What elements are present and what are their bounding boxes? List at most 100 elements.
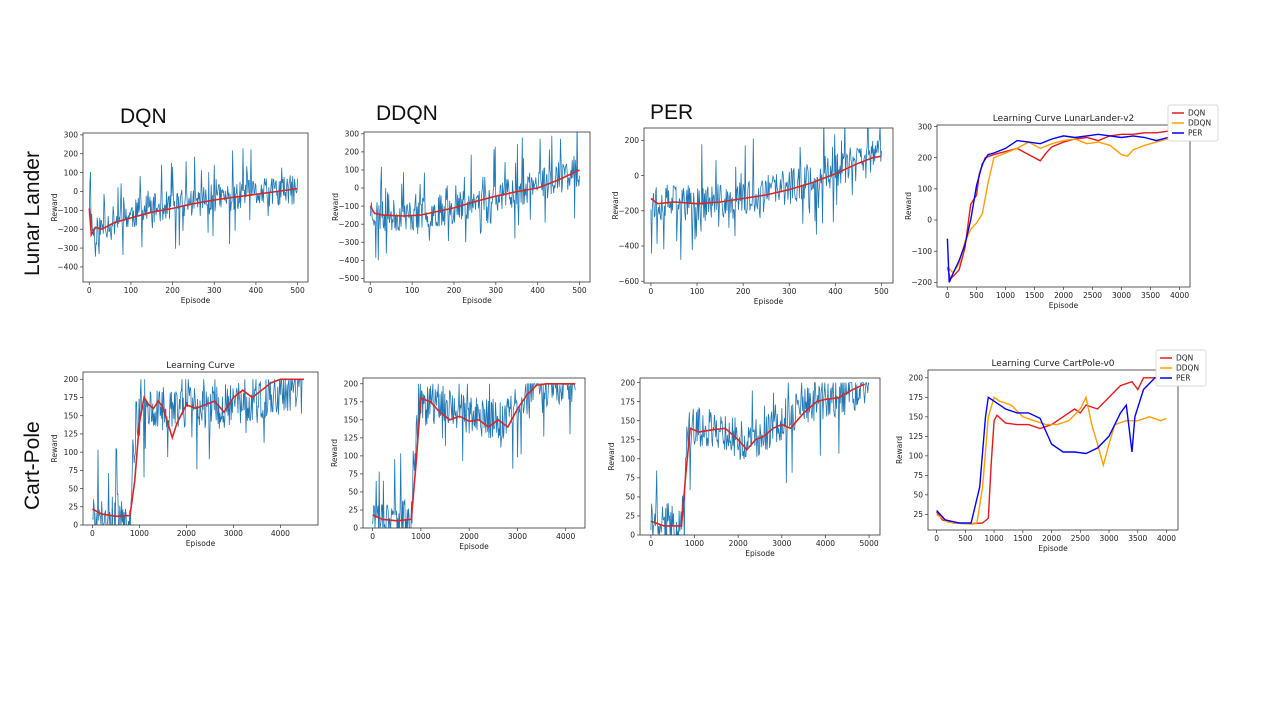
series-line-dqn — [936, 377, 1161, 525]
plot-frame — [82, 371, 319, 526]
x-tick-label: 3000 — [772, 539, 791, 548]
column-header-per: PER — [650, 101, 694, 124]
plot-area — [650, 382, 870, 535]
plot-frame — [82, 132, 309, 283]
x-tick-label: 200 — [165, 286, 180, 295]
x-tick-label: 100 — [405, 286, 420, 295]
y-axis-label: Reward — [611, 191, 620, 219]
chart-cp-ddqn: 0 1000 2000 3000 4000 0 25 50 75 100 125 150 175 200 E… — [330, 377, 586, 551]
plot-frame — [936, 124, 1191, 288]
y-tick-label: −400 — [618, 242, 639, 251]
y-axis-label: Reward — [330, 439, 339, 467]
x-axis-label: Episode — [181, 296, 211, 305]
x-tick-label: 4000 — [816, 539, 835, 548]
plot-area — [88, 148, 298, 257]
y-tick-label: 300 — [64, 131, 79, 140]
y-tick-label: −300 — [57, 244, 78, 253]
y-tick-label: 175 — [344, 397, 359, 406]
series-line-smoothed — [369, 169, 580, 217]
y-tick-label: 100 — [344, 452, 359, 461]
y-axis-label: Reward — [904, 192, 913, 220]
x-axis-label: Episode — [745, 549, 775, 558]
x-tick-label: 0 — [368, 286, 373, 295]
y-tick-label: −500 — [338, 274, 359, 283]
x-tick-label: 1000 — [130, 529, 149, 538]
y-tick-label: 25 — [68, 502, 78, 511]
chart-ll-per: 0 100 200 300 400 500−600−400−2000200EpisodeR… — [611, 127, 894, 306]
y-tick-label: 0 — [73, 521, 78, 530]
x-tick-label: 500 — [290, 286, 305, 295]
chart-title: Learning Curve CartPole-v0 — [991, 359, 1114, 369]
x-tick-label: 2500 — [1083, 291, 1102, 300]
x-tick-label: 2000 — [729, 539, 748, 548]
series-line-smoothed — [650, 155, 882, 205]
chart-title: Learning Curve LunarLander-v2 — [993, 114, 1135, 124]
x-tick-label: 500 — [874, 287, 889, 296]
plot-area — [650, 128, 882, 260]
y-axis-label: Reward — [895, 436, 904, 464]
y-tick-label: 200 — [909, 374, 924, 383]
y-tick-label: 50 — [913, 491, 923, 500]
y-tick-label: 200 — [64, 149, 79, 158]
y-tick-label: −200 — [618, 206, 639, 215]
x-tick-label: 300 — [782, 287, 797, 296]
y-tick-label: 50 — [625, 493, 635, 502]
x-tick-label: 1000 — [411, 532, 430, 541]
y-tick-label: 75 — [348, 470, 358, 479]
y-tick-label: 100 — [64, 168, 79, 177]
y-tick-label: 200 — [918, 153, 933, 162]
y-tick-label: −400 — [338, 256, 359, 265]
y-tick-label: 50 — [348, 488, 358, 497]
column-header-dqn: DQN — [120, 105, 167, 128]
y-tick-label: 0 — [354, 184, 359, 193]
plot-area — [92, 378, 304, 525]
x-tick-label: 1500 — [1013, 534, 1032, 543]
x-tick-label: 3000 — [224, 529, 243, 538]
y-tick-label: 175 — [621, 397, 636, 406]
x-tick-label: 0 — [649, 287, 654, 296]
raw-reward-line — [650, 128, 882, 260]
x-tick-label: 100 — [124, 286, 139, 295]
x-tick-label: 300 — [207, 286, 222, 295]
y-tick-label: −200 — [57, 225, 78, 234]
x-tick-label: 500 — [969, 291, 984, 300]
y-tick-label: 0 — [927, 216, 932, 225]
series-line-per — [936, 377, 1161, 524]
y-tick-label: −100 — [911, 247, 932, 256]
y-tick-label: 125 — [344, 434, 359, 443]
y-tick-label: 0 — [634, 171, 639, 180]
chart-ll-dqn: 0 100 200 300 400 500 −400 −300 −200 −100 0 100 200 3… — [50, 131, 309, 305]
x-tick-label: 100 — [690, 287, 705, 296]
x-axis-label: Episode — [1038, 544, 1068, 553]
chart-cp-compare: 0 500 1000 1500 2000 2500 3000 3500 4000 25 50 75 10… — [895, 349, 1207, 553]
y-tick-label: 300 — [345, 130, 360, 139]
y-tick-label: −200 — [911, 278, 932, 287]
x-axis-label: Episode — [459, 542, 489, 551]
legend-label-dqn: DQN — [1188, 109, 1205, 118]
raw-reward-line — [369, 132, 580, 261]
x-tick-label: 3500 — [1128, 534, 1147, 543]
raw-reward-line — [650, 382, 870, 535]
raw-reward-line — [92, 378, 304, 525]
y-tick-label: 75 — [625, 474, 635, 483]
chart-ll-compare: 0 500 1000 1500 2000 2500 3000 3500 4000−200−100… — [904, 104, 1219, 310]
y-tick-label: 200 — [621, 378, 636, 387]
y-axis-label: Reward — [607, 442, 616, 470]
x-tick-label: 4000 — [271, 529, 290, 538]
legend-label-ddqn: DDQN — [1188, 119, 1211, 128]
chart-title: Learning Curve — [166, 361, 235, 371]
y-tick-label: 100 — [621, 454, 636, 463]
y-tick-label: −400 — [57, 263, 78, 272]
y-tick-label: −300 — [338, 238, 359, 247]
x-tick-label: 3000 — [1112, 291, 1131, 300]
y-tick-label: 75 — [68, 466, 78, 475]
x-axis-label: Episode — [186, 539, 216, 548]
legend-label-ddqn: DDQN — [1176, 364, 1199, 373]
x-tick-label: 500 — [958, 534, 973, 543]
y-tick-label: 0 — [353, 524, 358, 533]
column-header-ddqn: DDQN — [376, 102, 438, 125]
x-tick-label: 1000 — [985, 534, 1004, 543]
